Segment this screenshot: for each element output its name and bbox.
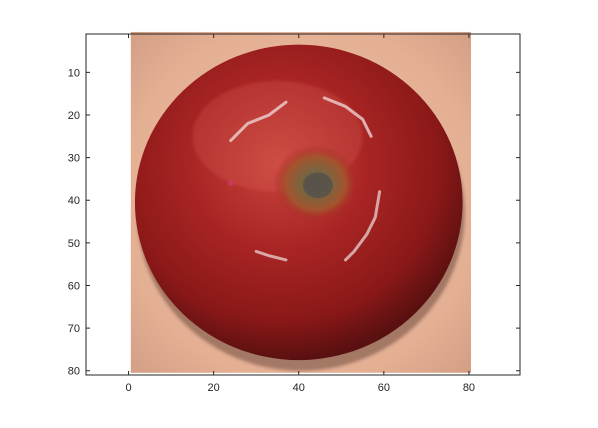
apple-streak bbox=[322, 96, 373, 138]
y-tick-label: 40 bbox=[68, 195, 80, 207]
y-tick-label: 10 bbox=[68, 67, 80, 79]
apple-stem bbox=[303, 172, 333, 199]
axes-box bbox=[85, 33, 521, 376]
x-axis: 0 20 40 60 80 bbox=[125, 34, 475, 394]
apple-image bbox=[130, 31, 472, 373]
x-tick-label: 60 bbox=[378, 382, 390, 394]
apple-streak bbox=[344, 190, 382, 262]
x-tick-label: 20 bbox=[208, 382, 220, 394]
y-tick-label: 30 bbox=[68, 153, 80, 165]
x-tick-label: 0 bbox=[125, 382, 131, 394]
y-tick-label: 80 bbox=[68, 366, 80, 378]
y-tick-label: 50 bbox=[68, 238, 80, 250]
y-tick-label: 60 bbox=[68, 280, 80, 292]
apple-streak bbox=[254, 249, 288, 262]
x-tick-label: 80 bbox=[463, 382, 475, 394]
y-tick-label: 70 bbox=[68, 323, 80, 335]
apple-streak bbox=[229, 100, 288, 143]
pink-blemish bbox=[227, 180, 234, 187]
x-tick-label: 40 bbox=[293, 382, 305, 394]
y-tick-label: 20 bbox=[68, 110, 80, 122]
y-axis: 10 20 30 40 50 60 70 80 bbox=[68, 67, 520, 378]
